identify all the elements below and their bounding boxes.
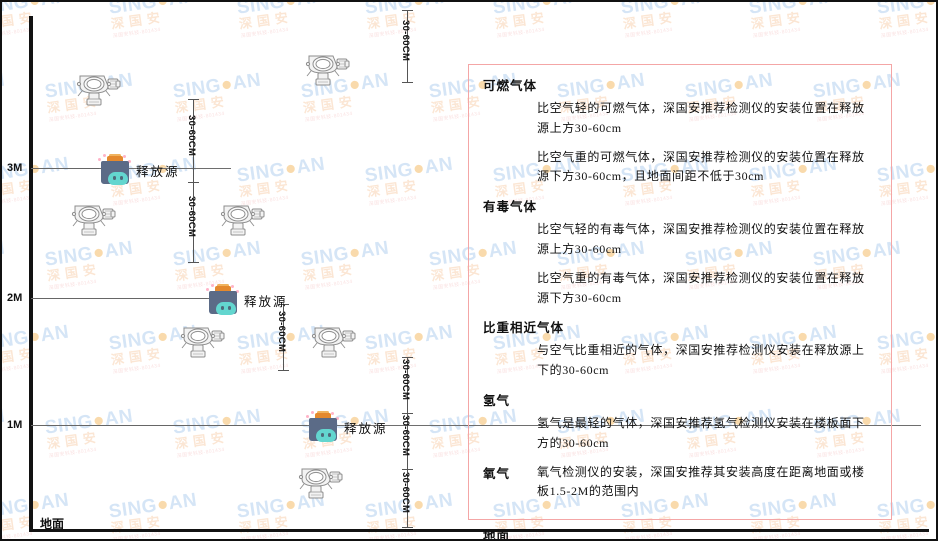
section-header: 可燃气体 (483, 79, 538, 93)
level-label-3m: 3M (7, 162, 23, 174)
section-text: 比空气轻的有毒气体，深国安推荐检测仪的安装位置在释放源上方30-60cm (537, 222, 865, 256)
dimension-tick (188, 99, 199, 100)
dimension-label: 30-60CM (186, 114, 197, 156)
ground-label: 地面 (40, 517, 65, 531)
dimension-line (407, 10, 408, 82)
release-source-label: 释放源 (244, 295, 288, 309)
dimension-tick (402, 10, 413, 11)
dimension-line (283, 304, 284, 370)
panel-section-similar-density: 比重相近气体与空气比重相近的气体，深国安推荐检测仪安装在释放源上下的30-60c… (483, 317, 877, 381)
gas-detector-icon (214, 198, 270, 238)
release-source-label: 释放源 (344, 422, 388, 436)
panel-section-flammable: 可燃气体比空气轻的可燃气体，深国安推荐检测仪的安装位置在释放源上方30-60cm… (483, 75, 877, 187)
dimension-line (193, 99, 194, 262)
release-source-label: 释放源 (136, 165, 180, 179)
dimension-tick (402, 527, 413, 528)
section-text: 与空气比重相近的气体，深国安推荐检测仪安装在释放源上下的30-60cm (537, 343, 865, 378)
release-source-icon (206, 284, 240, 315)
level-line-3m (31, 168, 231, 169)
dimension-line (407, 357, 408, 527)
level-line-1m (31, 425, 921, 426)
gas-detector-icon (65, 198, 121, 238)
gas-detector-icon (174, 320, 230, 360)
release-source-icon (306, 411, 340, 442)
panel-section-toxic: 有毒气体比空气轻的有毒气体，深国安推荐检测仪的安装位置在释放源上方30-60cm… (483, 196, 877, 308)
source-leader-line (33, 298, 207, 299)
dimension-tick (188, 182, 199, 183)
dimension-tick (402, 82, 413, 83)
section-header: 氢气 (483, 393, 511, 408)
dimension-label: 30-60CM (276, 311, 287, 353)
panel-section-ground: 地面检测仪地面间距，深国安推荐在30-60cm，且不得小于30cm，因为过低容易… (483, 525, 877, 541)
release-source-icon (98, 154, 132, 185)
gas-detector-icon (299, 48, 355, 88)
panel-section-hydrogen: 氢气氢气是最轻的气体，深国安推荐氢气检测仪安装在楼板面下方的30-60cm (483, 390, 877, 454)
section-text: 氢气是最轻的气体，深国安推荐氢气检测仪安装在楼板面下方的30-60cm (537, 415, 865, 450)
ground-axis (29, 529, 929, 532)
source-leader-line (33, 425, 307, 426)
dimension-tick (278, 370, 289, 371)
dimension-tick (402, 357, 413, 358)
dimension-label: 30-60CM (400, 415, 411, 457)
dimension-tick (188, 262, 199, 263)
section-header: 比重相近气体 (483, 321, 565, 336)
dimension-label: 30-60CM (400, 20, 411, 62)
section-text: 氧气检测仪的安装，深国安推荐其安装高度在距离地面或楼板1.5-2M的范围内 (537, 464, 865, 499)
level-label-2m: 2M (7, 292, 23, 304)
gas-detector-icon (292, 461, 348, 501)
section-text: 比空气重的可燃气体，深国安推荐检测仪的安装位置在释放源下方30-60cm，且地面… (537, 149, 865, 184)
section-header: 氧气 (483, 466, 511, 481)
gas-detector-icon (305, 320, 361, 360)
dimension-tick (278, 304, 289, 305)
section-text: 比空气重的有毒气体，深国安推荐检测仪的安装位置在释放源下方30-60cm (537, 270, 865, 305)
vertical-axis (29, 16, 33, 529)
dimension-tick (402, 413, 413, 414)
section-header: 有毒气体 (483, 200, 538, 215)
dimension-label: 30-60CM (400, 472, 411, 514)
gas-detector-icon (70, 68, 126, 108)
section-header: 地面 (483, 529, 511, 541)
section-spacer (483, 511, 877, 525)
dimension-label: 30-60CM (400, 359, 411, 401)
source-leader-line (33, 168, 99, 169)
section-text: 比空气轻的可燃气体，深国安推荐检测仪的安装位置在释放源上方30-60cm (537, 101, 865, 135)
info-panel: 可燃气体比空气轻的可燃气体，深国安推荐检测仪的安装位置在释放源上方30-60cm… (468, 64, 892, 539)
panel-section-oxygen: 氧气 氧气检测仪的安装，深国安推荐其安装高度在距离地面或楼板1.5-2M的范围内 (483, 463, 877, 503)
dimension-tick (402, 469, 413, 470)
dimension-label: 30-60CM (186, 196, 197, 238)
level-label-1m: 1M (7, 419, 23, 431)
